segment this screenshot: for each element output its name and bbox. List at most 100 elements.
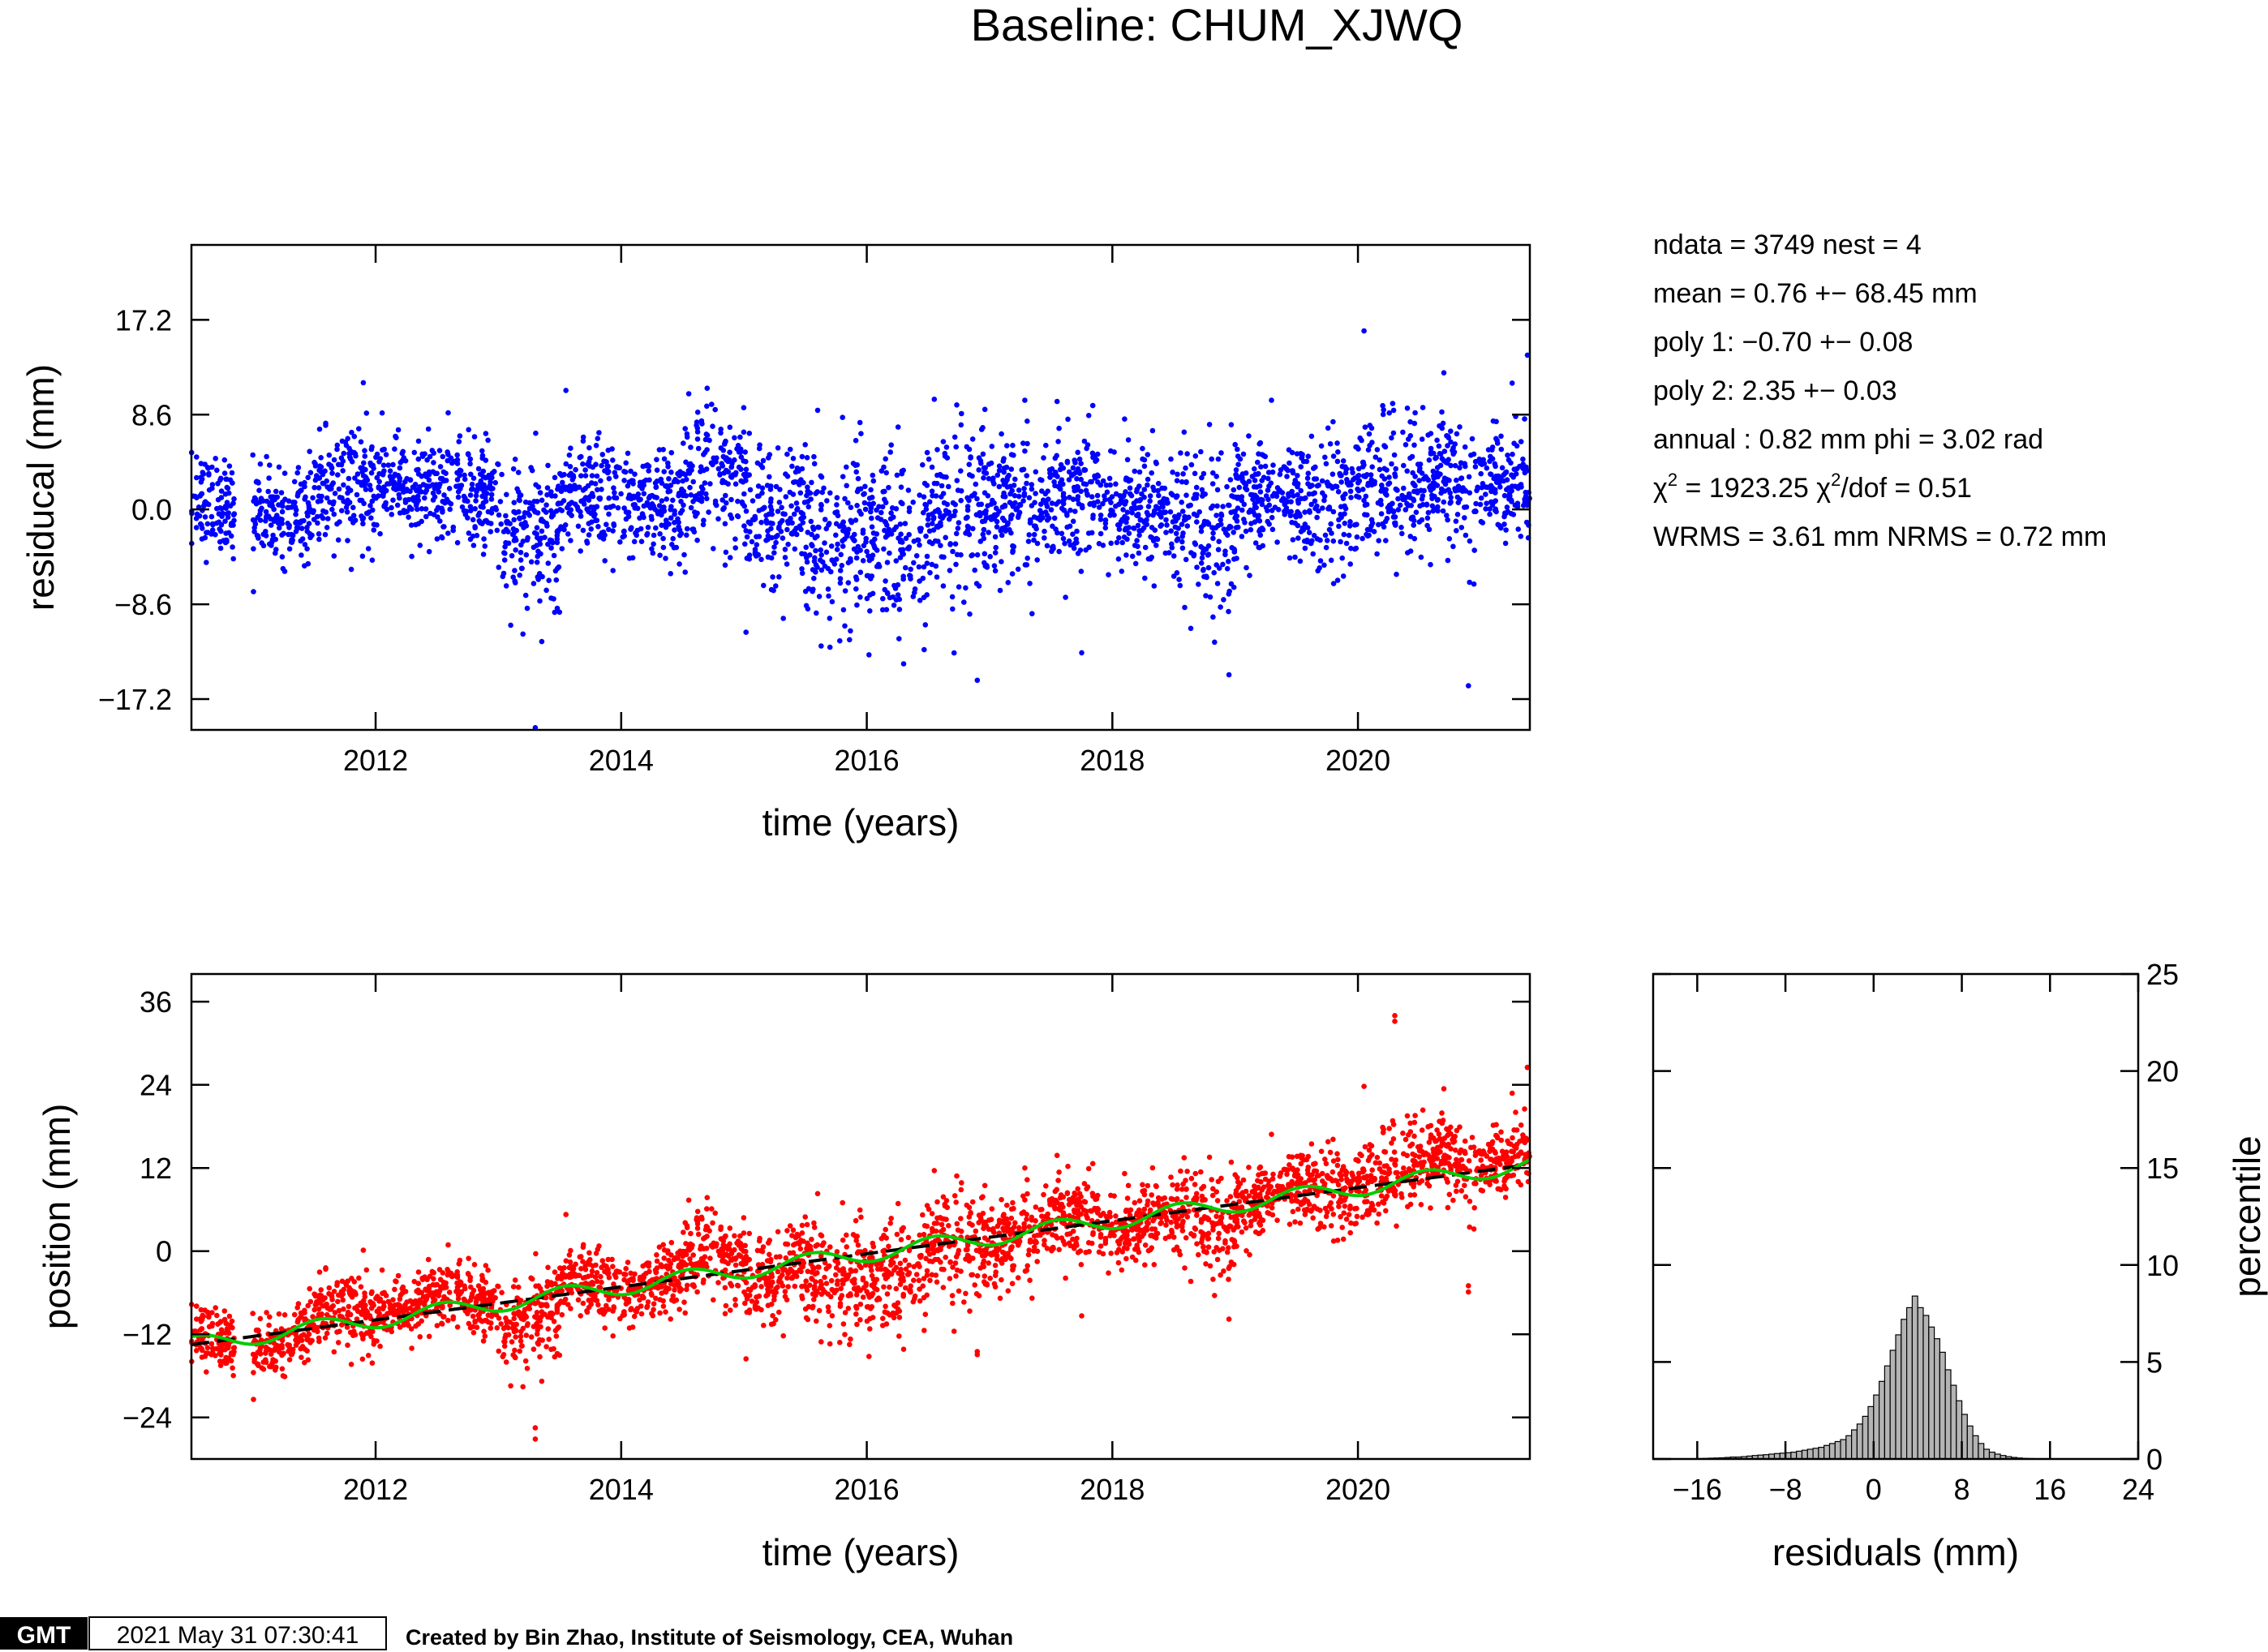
residual-point xyxy=(1424,502,1430,508)
residual-point xyxy=(822,517,828,522)
position-point xyxy=(488,1320,494,1326)
residual-point xyxy=(741,405,747,411)
residual-point xyxy=(612,490,617,496)
residual-point xyxy=(1509,487,1514,494)
residual-point xyxy=(457,433,463,439)
residual-point xyxy=(1213,513,1219,518)
residual-point xyxy=(437,481,443,487)
residual-point xyxy=(399,450,406,457)
position-point xyxy=(721,1234,728,1241)
position-point xyxy=(481,1328,487,1334)
residual-point xyxy=(257,461,264,467)
residual-point xyxy=(1418,554,1424,560)
residual-point xyxy=(867,592,873,598)
residual-point xyxy=(584,540,591,546)
residual-point xyxy=(569,487,575,492)
residual-point xyxy=(347,516,354,521)
residual-point xyxy=(1328,521,1334,527)
residual-point xyxy=(1054,398,1060,405)
residual-point xyxy=(695,445,702,452)
residual-point xyxy=(257,517,264,523)
residual-point xyxy=(551,510,556,516)
residual-point xyxy=(1342,503,1347,509)
residual-point xyxy=(525,510,530,516)
position-point xyxy=(204,1350,209,1356)
residual-point xyxy=(1198,528,1205,534)
residual-point xyxy=(485,437,491,444)
residual-point xyxy=(1201,491,1206,496)
residual-point xyxy=(656,503,663,508)
residual-point xyxy=(1070,518,1076,525)
residual-point xyxy=(982,551,988,557)
residual-point xyxy=(1059,505,1065,512)
residual-point xyxy=(1522,416,1527,422)
residual-point xyxy=(1269,493,1276,499)
stat-chi2: χ2 = 1923.25 χ2/dof = 0.51 xyxy=(1653,470,1972,504)
position-point xyxy=(665,1248,671,1254)
residual-point xyxy=(1092,475,1098,481)
position-point xyxy=(533,1251,539,1257)
residual-point xyxy=(1039,477,1045,483)
residual-point xyxy=(723,492,728,499)
residual-point xyxy=(1369,464,1375,470)
residual-point xyxy=(1321,497,1327,504)
residual-point xyxy=(1266,483,1272,489)
residual-point xyxy=(554,605,561,611)
residual-point xyxy=(389,512,395,517)
residual-point xyxy=(1467,538,1473,544)
position-point xyxy=(558,1274,564,1280)
residual-point xyxy=(369,444,375,450)
position-point xyxy=(363,1302,368,1308)
residual-point xyxy=(1139,491,1145,497)
residual-point xyxy=(1389,461,1394,467)
residual-point xyxy=(1122,501,1128,507)
residual-point xyxy=(1347,561,1353,567)
residual-point xyxy=(1286,447,1292,453)
position-point xyxy=(537,1315,543,1322)
position-point xyxy=(363,1267,370,1273)
residual-point xyxy=(1374,447,1381,453)
residual-point xyxy=(721,505,727,511)
position-point xyxy=(251,1397,256,1402)
residual-point xyxy=(1302,509,1308,515)
residual-point xyxy=(1025,539,1032,544)
position-point xyxy=(594,1298,600,1303)
position-point xyxy=(307,1285,313,1292)
residual-point xyxy=(1503,527,1509,533)
residual-point xyxy=(825,586,831,592)
position-point xyxy=(517,1348,522,1354)
residual-point xyxy=(721,441,728,447)
residual-point xyxy=(782,547,788,552)
residual-point xyxy=(1445,433,1451,439)
residual-point xyxy=(331,457,337,463)
residual-point xyxy=(992,534,999,540)
position-point xyxy=(621,1309,627,1315)
residual-point xyxy=(512,568,518,573)
residual-point xyxy=(312,461,318,467)
residual-point xyxy=(1260,526,1266,533)
residual-point xyxy=(1484,465,1490,471)
residual-point xyxy=(218,521,225,528)
residual-point xyxy=(1156,492,1162,499)
position-point xyxy=(676,1281,681,1286)
residual-point xyxy=(1066,538,1072,544)
residual-point xyxy=(657,531,663,537)
residual-point xyxy=(512,578,518,584)
residual-point xyxy=(1186,503,1192,509)
residual-point xyxy=(687,484,693,491)
residual-point xyxy=(565,504,570,511)
residual-point xyxy=(478,504,484,509)
residual-point xyxy=(1272,504,1278,510)
residual-point xyxy=(780,535,786,541)
residual-point xyxy=(994,512,1000,517)
residual-point xyxy=(853,517,859,523)
residual-point xyxy=(268,516,274,522)
residual-point xyxy=(1483,491,1488,497)
position-point xyxy=(340,1297,346,1303)
residual-point xyxy=(377,456,384,461)
position-point xyxy=(228,1351,234,1357)
position-point xyxy=(397,1302,403,1309)
y-tick-label: −8.6 xyxy=(114,588,172,621)
residual-point xyxy=(809,479,814,486)
position-point xyxy=(446,1289,453,1295)
